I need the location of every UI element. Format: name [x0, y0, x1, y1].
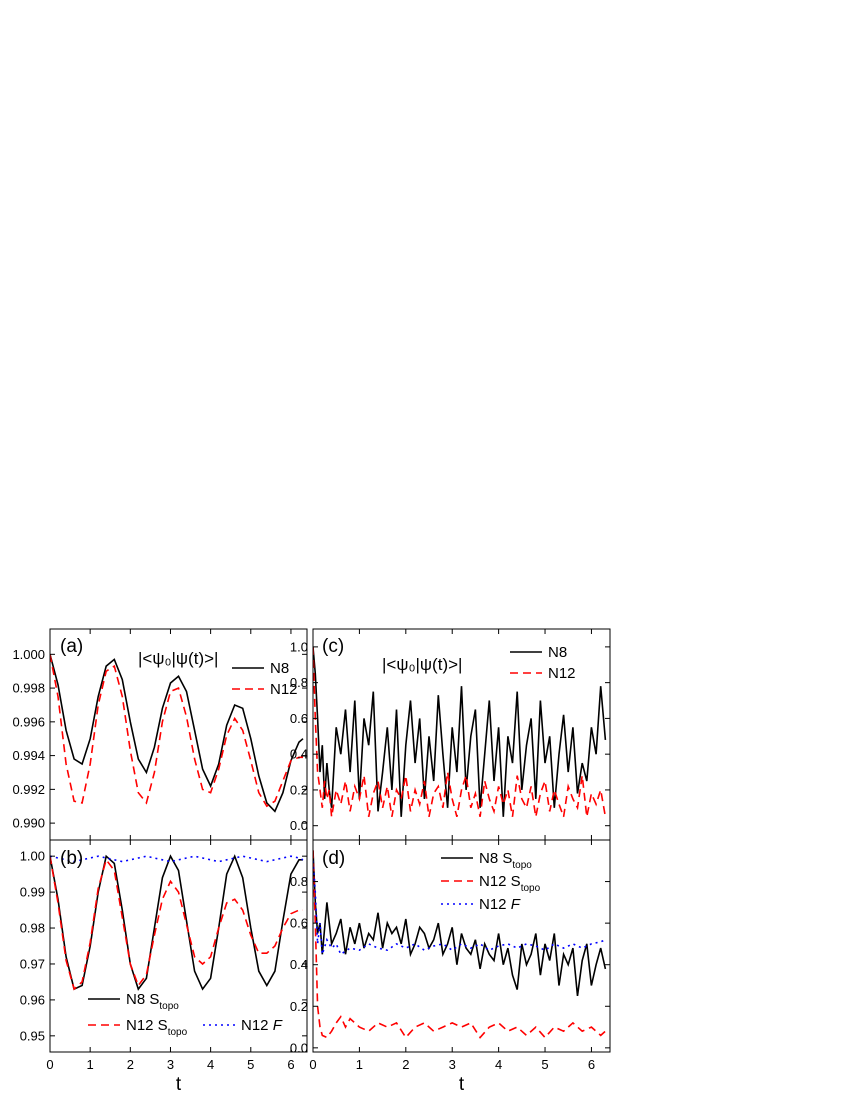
x-tick-label: 4: [495, 1057, 502, 1072]
y-tick-label: 0.8: [290, 874, 308, 889]
annotation-c: |<ψ₀|ψ(t)>|: [382, 655, 462, 674]
legend-name: N12: [270, 681, 298, 698]
y-tick-label: 0.97: [20, 956, 45, 971]
legend-name: N12: [479, 896, 511, 913]
legend-name: N12: [548, 665, 576, 682]
x-tick-label: 6: [588, 1057, 595, 1072]
series-group-c: [313, 646, 607, 818]
legend-name: N12 S: [126, 1017, 168, 1034]
y-tick-label: 0.6: [290, 916, 308, 931]
x-tick-label: 5: [247, 1057, 254, 1072]
y-tick-label: 0.99: [20, 885, 45, 900]
x-axis-label-b: t: [176, 1074, 182, 1095]
panel-label-b: (b): [60, 848, 83, 869]
y-tick-label: 0.2: [290, 999, 308, 1014]
legend-name: N8 S: [126, 991, 159, 1008]
legend-label-b-3: N12 F: [241, 1017, 283, 1034]
y-tick-label: 0.8: [290, 675, 308, 690]
series-group-a: [50, 654, 304, 813]
legend-label-c-1: N8: [548, 644, 567, 661]
x-tick-label: 0: [309, 1057, 316, 1072]
plot-frame-d: [312, 839, 611, 1053]
y-tick-label: 0.998: [12, 681, 45, 696]
y-tick-label: 0.4: [290, 957, 308, 972]
x-tick-label: 1: [356, 1057, 363, 1072]
legend-name-italic: F: [511, 896, 521, 913]
legend-label-a-2: N12: [270, 681, 298, 698]
legend-name-subscript: topo: [168, 1027, 188, 1038]
legend-name: N8 S: [479, 850, 512, 867]
y-tick-label: 1.000: [12, 647, 45, 662]
panel-label-a: (a): [60, 636, 83, 657]
y-tick-label: 0.98: [20, 921, 45, 936]
panel-label-c: (c): [322, 636, 344, 657]
x-tick-label: 0: [46, 1057, 53, 1072]
series-line-a-2: [50, 654, 303, 808]
x-tick-label: 3: [167, 1057, 174, 1072]
legend-name: N8: [548, 644, 567, 661]
series-group-b: [50, 854, 304, 991]
y-tick-label: 0.2: [290, 782, 308, 797]
x-tick-label: 4: [207, 1057, 214, 1072]
y-tick-label: 0.6: [290, 711, 308, 726]
panel-a: 0.990 0.992 0.994 0.996 0.998 1.000 (a) |<ψ₀|ψ(…: [12, 628, 308, 841]
x-tick-label: 2: [402, 1057, 409, 1072]
panel-label-d: (d): [322, 848, 345, 869]
y-tick-label: 0.0: [290, 818, 308, 833]
series-line-b-3: [50, 855, 304, 863]
y-tick-label: 1.0: [290, 639, 308, 654]
legend-label-c-2: N12: [548, 665, 576, 682]
panel-b: 0 1 2 3 4 5 60.950.960.970.980.991.00 (b)tN8 St…: [20, 839, 308, 1095]
legend-label-d-1: N8 Stopo: [479, 850, 532, 871]
legend-name-subscript: topo: [512, 860, 532, 871]
legend-name: N8: [270, 660, 289, 677]
legend-name: N12 S: [479, 873, 521, 890]
x-tick-label: 1: [87, 1057, 94, 1072]
legend-label-b-2: N12 Stopo: [126, 1017, 188, 1038]
series-line-a-1: [50, 654, 304, 813]
y-tick-label: 0.994: [12, 748, 45, 763]
y-tick-label: 0.96: [20, 992, 45, 1007]
series-line-d-2: [313, 850, 606, 1039]
plot-frame-b: [49, 839, 308, 1053]
series-line-b-1: [50, 854, 303, 991]
x-axis-label-d: t: [459, 1074, 465, 1095]
y-tick-label: 0.95: [20, 1028, 45, 1043]
legend-name-subscript: topo: [159, 1001, 179, 1012]
x-tick-label: 5: [541, 1057, 548, 1072]
legend-name: N12: [241, 1017, 273, 1034]
series-line-c-2: [313, 646, 607, 818]
legend-name-subscript: topo: [521, 883, 541, 894]
annotation-a: |<ψ₀|ψ(t)>|: [138, 649, 218, 668]
series-line-b-2: [50, 856, 303, 991]
y-tick-label: 1.00: [20, 849, 45, 864]
x-tick-label: 3: [449, 1057, 456, 1072]
y-tick-label: 0.0: [290, 1040, 308, 1055]
x-tick-label: 2: [127, 1057, 134, 1072]
y-tick-label: 0.996: [12, 714, 45, 729]
x-tick-label: 6: [287, 1057, 294, 1072]
panel-c: 0.0 0.2 0.4 0.6 0.8 1.0 (c) |<ψ₀|ψ(t)>| N8 N12: [290, 628, 611, 841]
y-tick-label: 0.4: [290, 747, 308, 762]
legend-label-d-2: N12 Stopo: [479, 873, 541, 894]
legend-label-d-3: N12 F: [479, 896, 521, 913]
series-line-d-3: [313, 860, 606, 956]
series-group-d: [313, 850, 607, 1039]
y-tick-label: 0.992: [12, 782, 45, 797]
legend-label-a-1: N8: [270, 660, 289, 677]
series-line-d-1: [313, 850, 607, 997]
y-tick-label: 0.990: [12, 816, 45, 831]
legend-label-b-1: N8 Stopo: [126, 991, 179, 1012]
legend-name-italic: F: [273, 1017, 283, 1034]
